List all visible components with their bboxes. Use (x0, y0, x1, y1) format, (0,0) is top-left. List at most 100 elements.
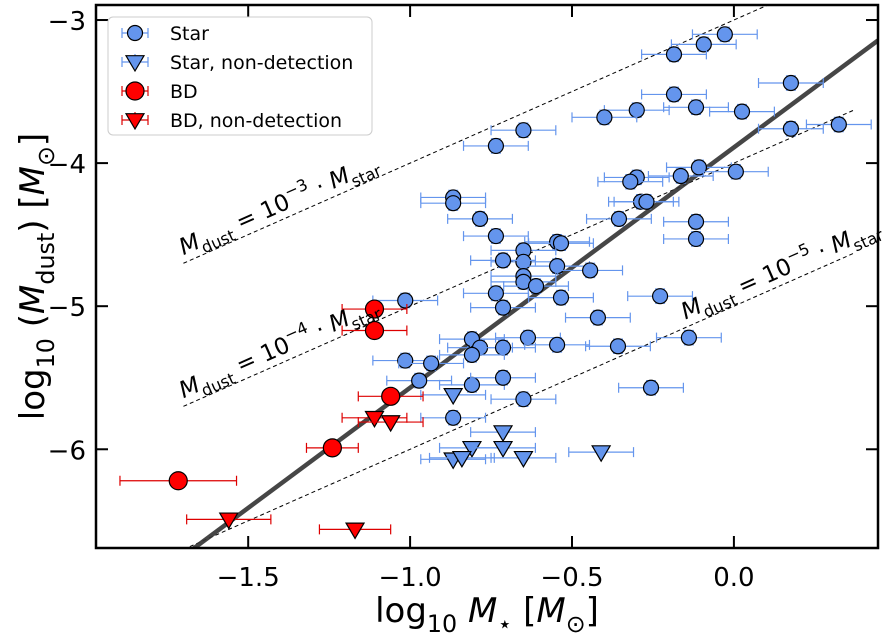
marker (589, 309, 607, 326)
x-axis-label-part: log (375, 591, 427, 631)
marker (397, 352, 414, 369)
marker (492, 425, 514, 443)
marker (549, 336, 566, 353)
marker (582, 262, 599, 279)
y-axis-label-part: ( (13, 314, 53, 338)
ratio-annotation: Mdust = 10−5 · Mstar (675, 209, 884, 329)
ratio-annotation: Mdust = 10−3 · Mstar (173, 145, 385, 265)
marker (672, 167, 689, 185)
marker (687, 230, 705, 248)
marker (461, 440, 482, 459)
marker (494, 252, 512, 269)
marker (515, 253, 532, 270)
marker (487, 227, 505, 245)
marker (727, 163, 744, 180)
marker (515, 391, 532, 408)
x-tick-label: 0.0 (713, 563, 754, 593)
legend-label: BD, non-detection (170, 110, 342, 132)
x-axis-label-part: M (536, 591, 565, 631)
marker (782, 120, 799, 137)
marker (381, 386, 401, 406)
marker (552, 289, 570, 306)
marker (687, 213, 705, 230)
legend-box (107, 16, 373, 136)
legend-label: BD (170, 81, 198, 103)
marker (445, 195, 462, 212)
legend-label: Star, non-detection (170, 52, 353, 74)
marker (519, 329, 537, 346)
marker (487, 137, 505, 155)
marker (690, 159, 708, 176)
x-axis-label-part: 10 (427, 610, 457, 638)
marker (423, 355, 440, 372)
marker (451, 450, 472, 469)
marker (687, 99, 705, 116)
marker (322, 438, 342, 458)
marker (463, 346, 481, 363)
legend: Star Star, non-detection BD BD, non-detecti… (107, 16, 373, 136)
marker (610, 210, 628, 228)
y-axis-label-part: ] (13, 133, 53, 146)
x-axis-label-part: ⊙ (566, 610, 586, 638)
ratio-annotation-part: = 10 (226, 332, 294, 381)
y-tick-label: −6 (48, 436, 86, 466)
marker (665, 86, 683, 103)
marker (515, 122, 532, 139)
marker (638, 193, 655, 210)
marker (596, 109, 613, 126)
plot-frame (94, 3, 880, 550)
marker (527, 278, 545, 295)
marker (397, 292, 414, 309)
marker (494, 369, 512, 386)
marker (494, 339, 512, 356)
y-axis-label-part: log (13, 368, 53, 420)
marker (651, 288, 669, 305)
marker (471, 210, 489, 228)
marker (364, 320, 385, 341)
y-axis-label-part: 10 (32, 338, 60, 368)
marker (591, 445, 612, 463)
y-axis-label-part: ) [ (13, 195, 53, 232)
marker (445, 409, 462, 426)
x-axis-label-part: ⋆ (497, 610, 512, 638)
x-axis-label-part (457, 591, 468, 631)
marker (830, 116, 847, 133)
y-axis-label: log10 (Mdust) [M⊙] (13, 133, 60, 420)
marker (494, 299, 512, 316)
marker (344, 522, 366, 540)
ratio-annotation-part: = 10 (728, 254, 796, 303)
x-tick-label: −0.5 (540, 563, 603, 593)
marker (782, 74, 799, 92)
marker (695, 36, 712, 53)
marker (364, 410, 385, 428)
x-axis-label-part: ] (586, 591, 599, 631)
marker (642, 379, 660, 396)
x-axis-label-part: M (468, 591, 497, 631)
marker (680, 329, 697, 346)
marker (549, 258, 566, 275)
ratio-line (183, 5, 770, 264)
y-tick-label: −5 (48, 293, 86, 323)
marker (733, 103, 751, 120)
marker (513, 450, 534, 469)
marker (665, 46, 683, 63)
marker (487, 285, 505, 302)
x-tick-label: −1.0 (379, 563, 442, 593)
marker (411, 372, 428, 389)
y-axis-label-part: M (13, 285, 53, 314)
plot-area (119, 5, 878, 548)
legend-marker (125, 81, 145, 101)
y-axis-label-part: M (13, 166, 53, 195)
y-tick-label: −4 (48, 150, 86, 180)
marker (622, 173, 639, 190)
ratio-annotation-part: = 10 (226, 189, 294, 238)
y-tick-label: −3 (48, 7, 86, 37)
marker (380, 415, 401, 433)
marker (443, 388, 464, 406)
marker (609, 338, 627, 355)
y-axis-label-part: ⊙ (32, 146, 60, 166)
legend-marker (124, 55, 146, 73)
marker (168, 471, 188, 491)
